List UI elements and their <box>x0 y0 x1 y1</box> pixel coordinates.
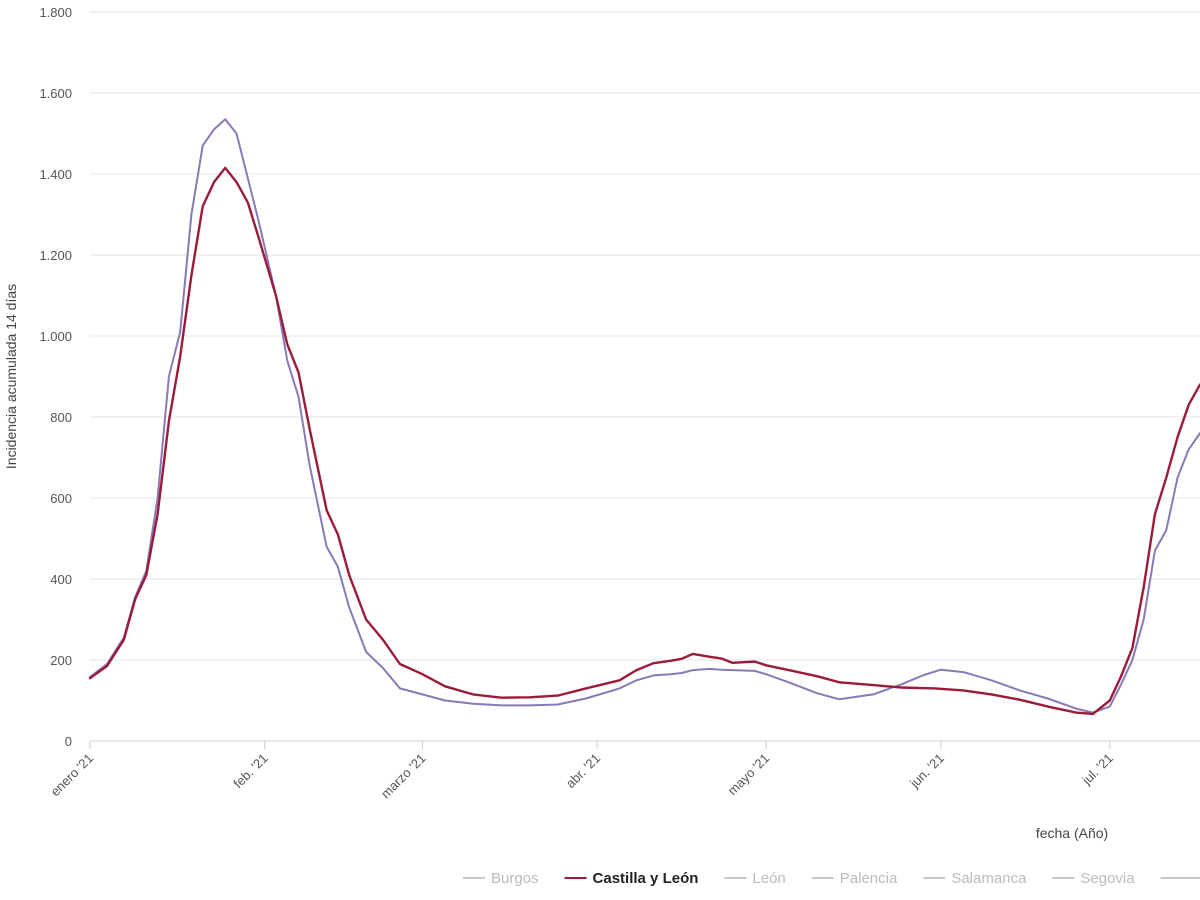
y-axis-label: Incidencia acumulada 14 días <box>3 284 19 469</box>
y-axis: 0 200 400 600 800 1.000 1.200 1.400 1.600 1.800 <box>39 5 72 749</box>
x-tick-label: marzo '21 <box>378 751 429 802</box>
y-tick-label: 1.000 <box>39 329 72 344</box>
legend-item[interactable]: Castilla y León <box>564 870 699 887</box>
y-tick-label: 1.800 <box>39 5 72 20</box>
series-group <box>88 118 1200 716</box>
x-tick-label: mayo '21 <box>725 751 773 799</box>
x-tick-label: jul. '21 <box>1078 751 1116 789</box>
legend-label: Salamanca <box>951 870 1027 887</box>
legend-item[interactable]: Salamanca <box>923 870 1027 887</box>
legend: Burgos Castilla y León León Palencia Salaman… <box>463 870 1200 887</box>
x-tick-label: abr. '21 <box>563 751 603 791</box>
series-line-castilla-y-leon <box>88 166 1200 716</box>
legend-label: Burgos <box>491 870 539 887</box>
legend-item[interactable]: León <box>724 870 786 887</box>
x-tick-label: feb. '21 <box>230 751 270 791</box>
legend-label: Segovia <box>1080 870 1135 887</box>
legend-item[interactable]: Palencia <box>811 870 898 887</box>
legend-label: Palencia <box>840 870 898 887</box>
y-tick-label: 1.600 <box>39 86 72 101</box>
y-tick-label: 200 <box>50 653 72 668</box>
legend-label: Castilla y León <box>593 870 699 887</box>
grid <box>90 11 1200 742</box>
y-tick-label: 1.200 <box>39 248 72 263</box>
y-tick-label: 400 <box>50 572 72 587</box>
legend-item[interactable]: Burgos <box>463 870 539 887</box>
y-tick-label: 0 <box>65 734 72 749</box>
x-axis: enero '21 feb. '21 marzo '21 abr. '21 mayo '… <box>47 741 1116 801</box>
y-tick-label: 1.400 <box>39 167 72 182</box>
legend-item[interactable]: Segovia <box>1052 870 1135 887</box>
x-tick-label: enero '21 <box>47 751 96 800</box>
series-line-secondary <box>89 118 1200 714</box>
legend-label: León <box>752 870 785 887</box>
x-tick-label: jun. '21 <box>906 751 947 792</box>
y-tick-label: 800 <box>50 410 72 425</box>
x-axis-label: fecha (Año) <box>1036 825 1108 841</box>
y-tick-label: 600 <box>50 491 72 506</box>
